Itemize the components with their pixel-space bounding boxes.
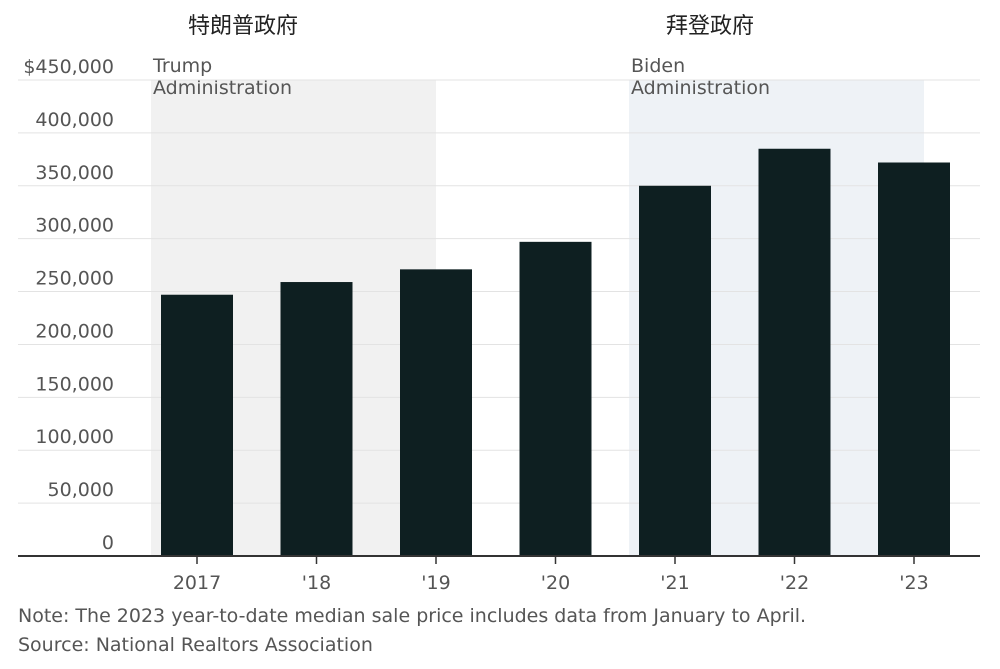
x-tick-label: '23	[899, 572, 928, 594]
x-tick-label: 2017	[173, 572, 221, 594]
bar-20	[519, 241, 592, 556]
x-tick-label: '18	[302, 572, 331, 594]
bar-21	[639, 185, 711, 556]
x-tick-label: '22	[780, 572, 809, 594]
administration-label-trump-line2: Administration	[153, 77, 292, 99]
y-tick-label: 300,000	[35, 215, 114, 237]
y-tick-label: 100,000	[35, 426, 114, 448]
bar-23	[878, 162, 950, 557]
y-tick-label: 50,000	[48, 479, 114, 501]
y-tick-label: 250,000	[35, 268, 114, 290]
y-tick-label: 150,000	[35, 373, 114, 395]
y-tick-label: $450,000	[23, 56, 114, 78]
administration-label-biden-line2: Administration	[631, 77, 770, 99]
x-tick-label: '20	[541, 572, 570, 594]
chart-note: Note: The 2023 year-to-date median sale …	[18, 605, 807, 627]
trump-administration-header: 特朗普政府	[188, 14, 299, 39]
bar-18	[280, 282, 353, 556]
bar-2017	[161, 294, 233, 556]
administration-label-trump-line1: Trump	[152, 55, 212, 77]
biden-administration-header: 拜登政府	[666, 14, 755, 39]
administration-label-biden-line1: Biden	[631, 55, 685, 77]
x-tick-label: '19	[421, 572, 450, 594]
y-tick-label: 350,000	[35, 162, 114, 184]
y-tick-label: 0	[102, 532, 114, 554]
y-tick-label: 200,000	[35, 320, 114, 342]
y-tick-label: 400,000	[35, 109, 114, 131]
bar-19	[400, 269, 472, 556]
x-tick-label: '21	[660, 572, 689, 594]
chart-source: Source: National Realtors Association	[18, 634, 373, 656]
bar-22	[758, 148, 831, 556]
